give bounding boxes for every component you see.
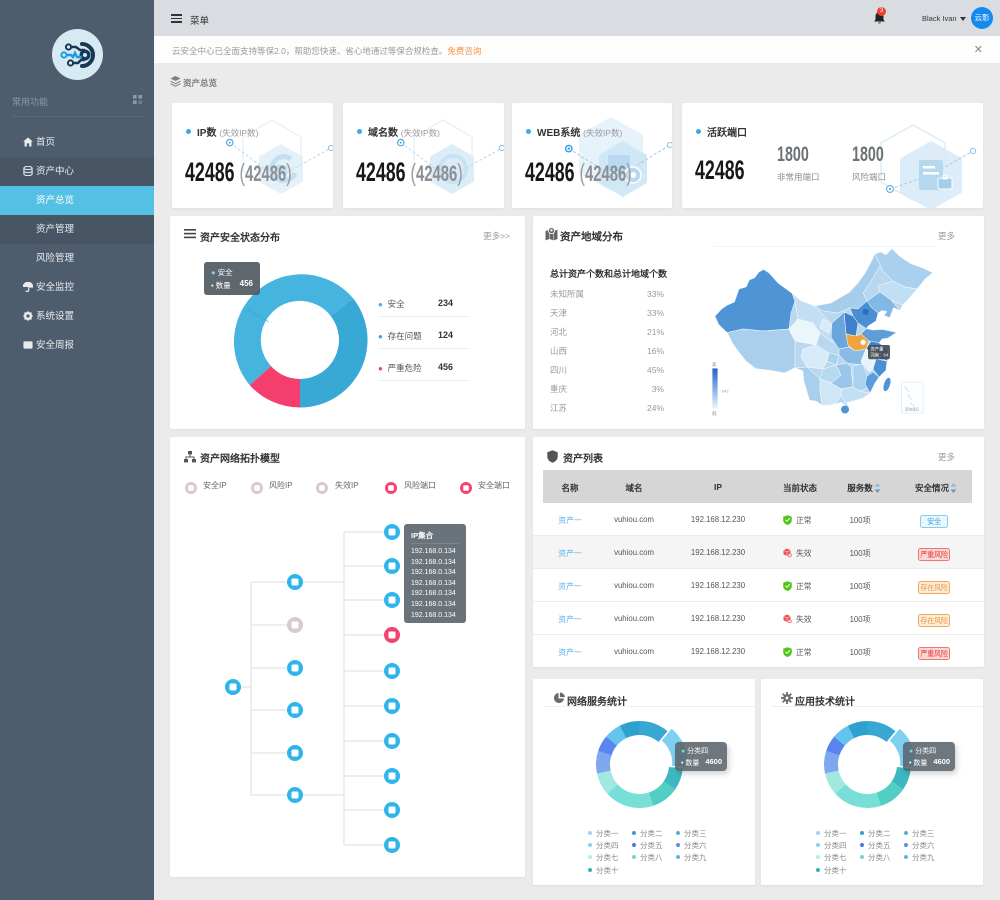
svg-text:- 642: - 642	[720, 389, 730, 394]
svg-text:资产量: 资产量	[871, 346, 885, 353]
svg-text:河南：64: 河南：64	[871, 352, 889, 358]
svg-text:低: 低	[712, 410, 717, 417]
svg-text:W: W	[446, 164, 462, 181]
svg-text:高: 高	[712, 361, 717, 368]
svg-text:南海诸岛: 南海诸岛	[905, 407, 919, 412]
